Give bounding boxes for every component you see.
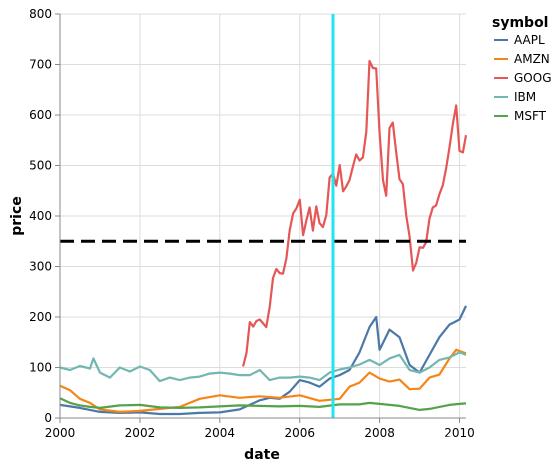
x-tick-label: 2000: [45, 426, 76, 440]
legend-label-goog: GOOG: [514, 71, 552, 85]
series-line-ibm: [59, 351, 467, 383]
series-line-amzn: [59, 348, 467, 413]
series-line-goog: [242, 59, 468, 367]
series-lines: [59, 59, 468, 416]
y-tick-label: 300: [29, 260, 52, 274]
legend-label-aapl: AAPL: [514, 33, 545, 47]
series-line-aapl: [59, 305, 467, 416]
y-tick-label: 200: [29, 310, 52, 324]
y-tick-label: 800: [29, 7, 52, 21]
x-tick-label: 2002: [125, 426, 156, 440]
y-axis-title: price: [9, 196, 25, 236]
legend-label-msft: MSFT: [514, 109, 547, 123]
x-tick-label: 2008: [364, 426, 395, 440]
legend: symbol AAPL AMZN GOOG IBM MSFT: [492, 15, 552, 123]
grid-lines: [59, 13, 466, 419]
reference-rules: [60, 14, 466, 418]
series-line-msft: [59, 397, 467, 411]
legend-label-ibm: IBM: [514, 90, 536, 104]
watermark-text: 知乎 @朱卫军: [428, 435, 510, 451]
y-tick-label: 500: [29, 159, 52, 173]
x-axis-title: date: [244, 447, 280, 463]
y-tick-label: 100: [29, 361, 52, 375]
x-tick-label: 2006: [284, 426, 315, 440]
legend-title: symbol: [492, 15, 549, 31]
y-tick-label: 700: [29, 58, 52, 72]
x-tick-label: 2010: [444, 426, 475, 440]
axes: 0 100 200 300 400 500 600 700 800 2000 2002 2004 200…: [29, 7, 475, 440]
x-tick-label: 2004: [205, 426, 236, 440]
y-tick-label: 400: [29, 209, 52, 223]
y-tick-label: 600: [29, 108, 52, 122]
legend-label-amzn: AMZN: [514, 52, 550, 66]
y-tick-label: 0: [44, 411, 52, 425]
